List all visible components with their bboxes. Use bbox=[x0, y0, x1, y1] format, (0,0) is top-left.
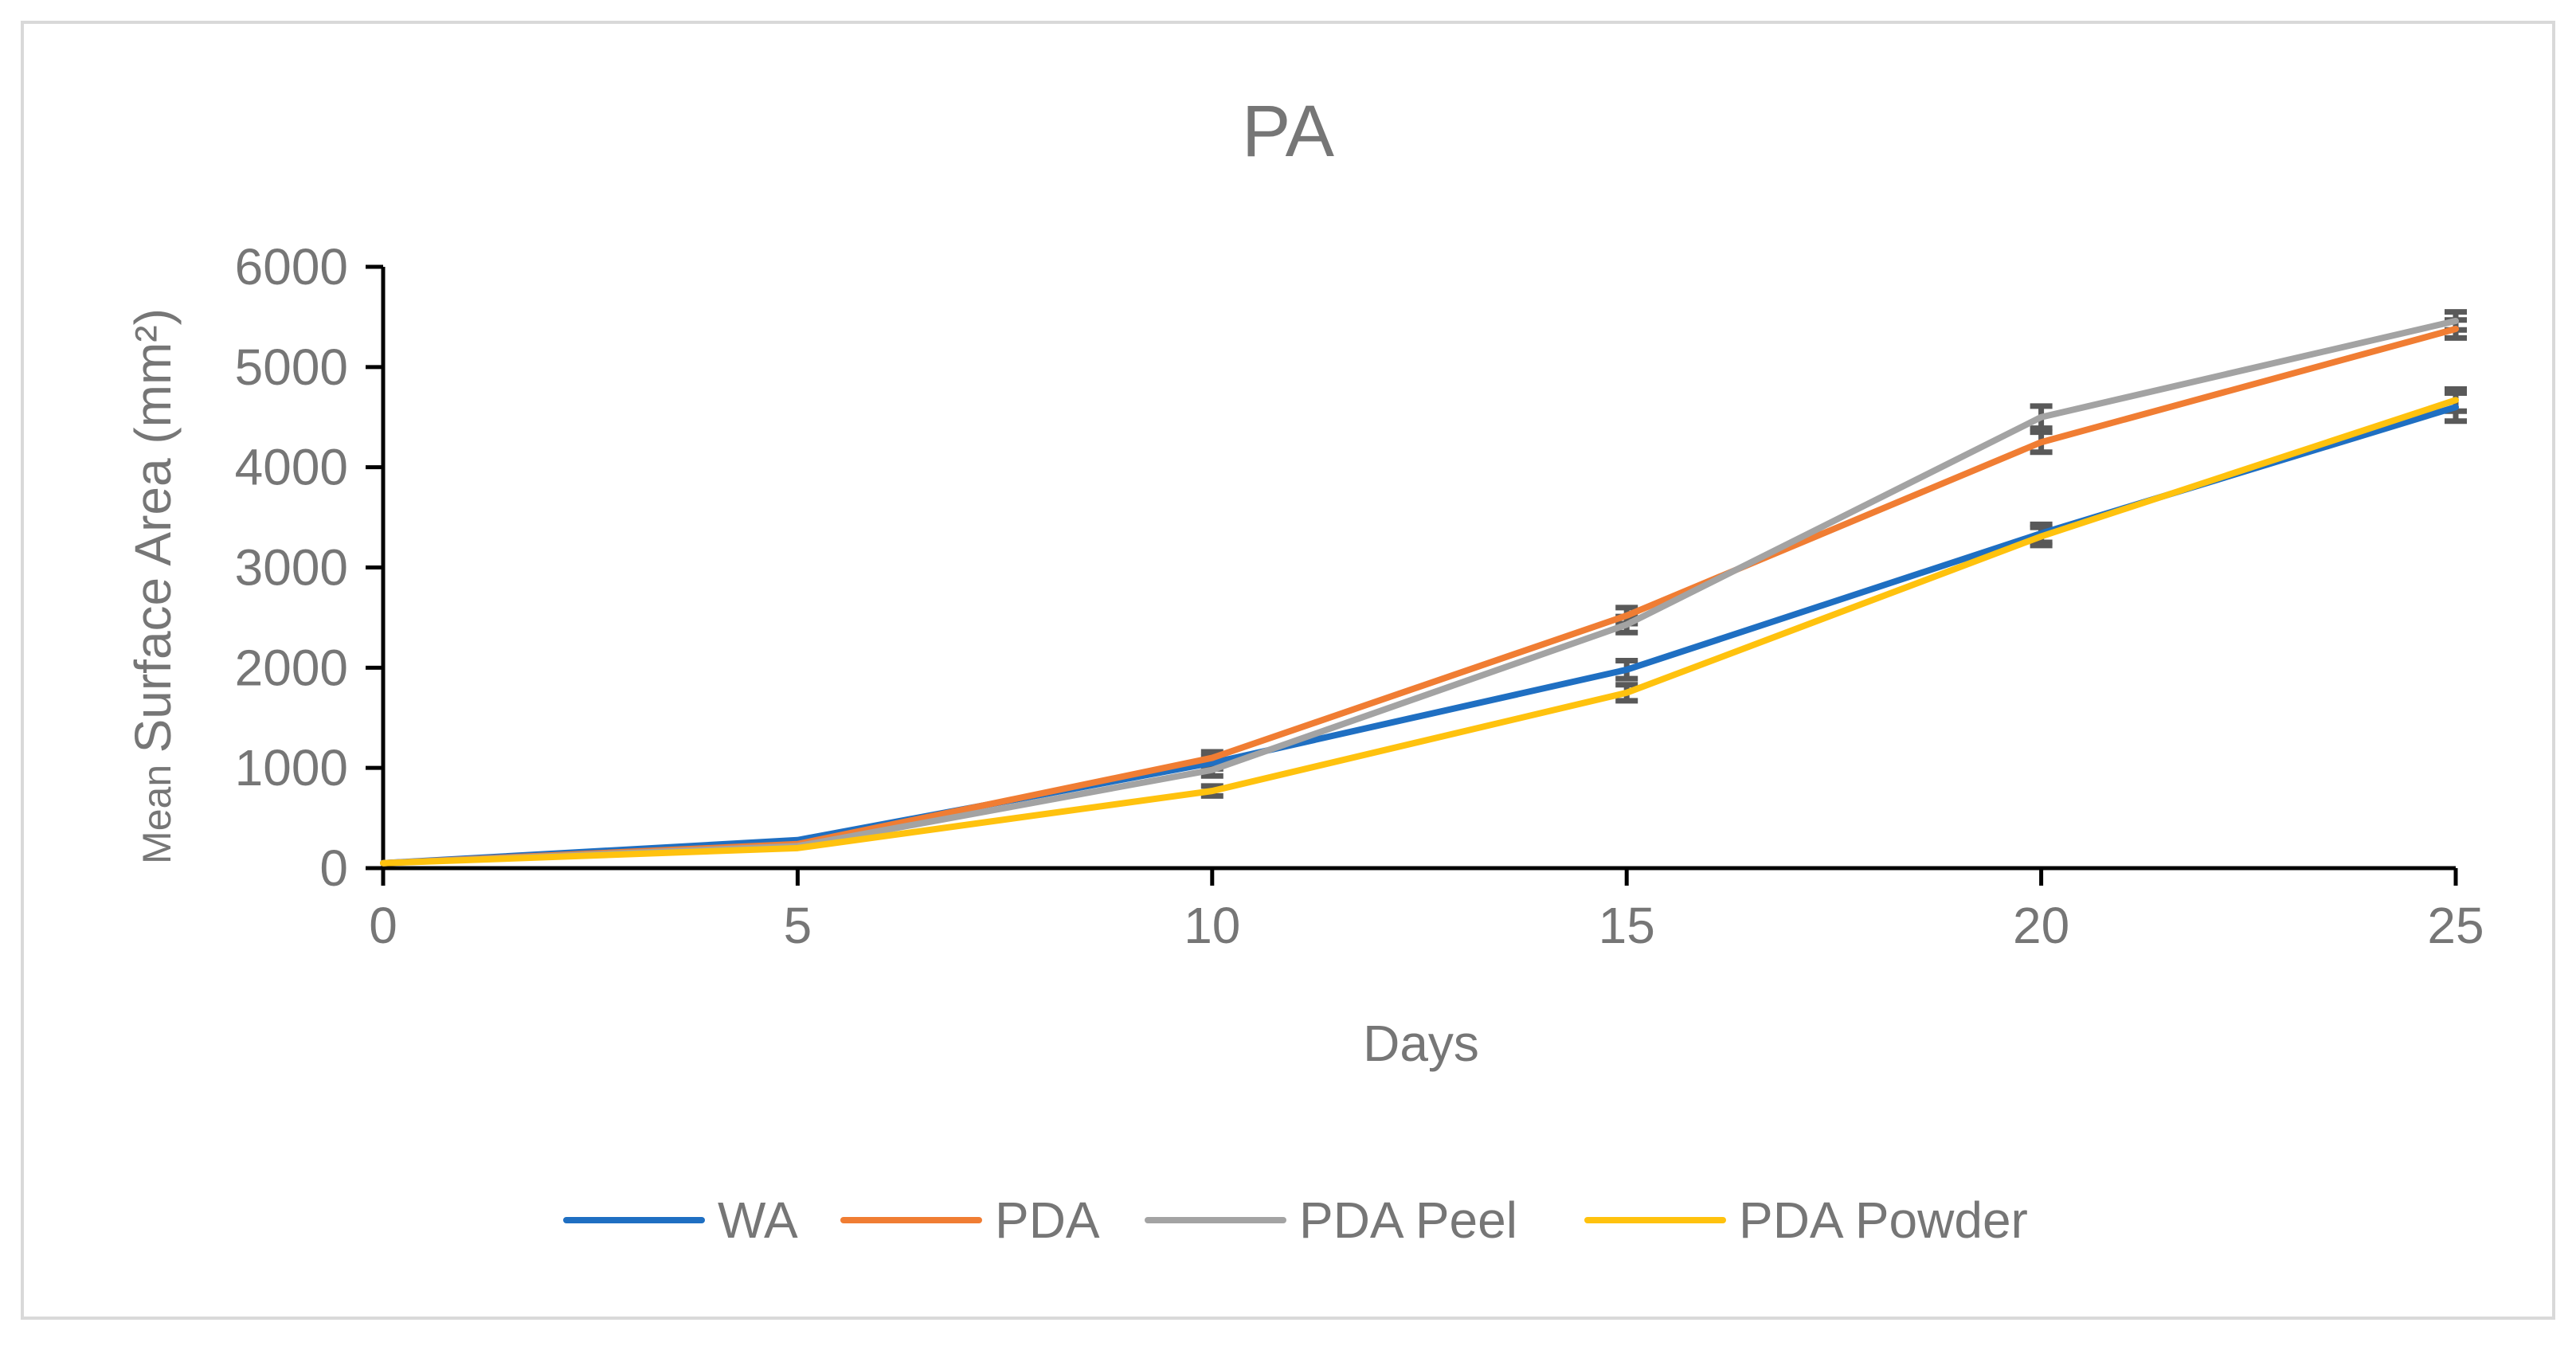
x-tick-label: 20 bbox=[2013, 897, 2069, 954]
series-line-pda-powder bbox=[380, 397, 2459, 867]
legend: WA PDA PDA Peel PDA Powder bbox=[563, 1191, 2028, 1249]
y-tick-label: 0 bbox=[319, 839, 348, 897]
y-tick-label: 5000 bbox=[235, 338, 348, 396]
y-axis-label: Mean Surface Area (mm²) bbox=[124, 308, 182, 864]
legend-label-pda-powder: PDA Powder bbox=[1739, 1191, 2028, 1249]
chart-border bbox=[21, 21, 2555, 1320]
chart-title: PA bbox=[1242, 91, 1335, 172]
y-tick-label: 2000 bbox=[235, 639, 348, 696]
legend-label-pda: PDA bbox=[995, 1191, 1100, 1249]
plot-area: 0 1000 2000 3000 4000 5000 6000 0 5 10 15 20 25 bbox=[235, 238, 2484, 954]
x-axis-label: Days bbox=[1363, 1015, 1479, 1072]
y-axis-label-main: Surface Area (mm²) bbox=[124, 308, 182, 753]
legend-label-pda-peel: PDA Peel bbox=[1299, 1191, 1517, 1249]
x-tick-label: 25 bbox=[2427, 897, 2484, 954]
x-tick-label: 15 bbox=[1599, 897, 1655, 954]
legend-label-wa: WA bbox=[718, 1191, 798, 1249]
x-tick-label: 0 bbox=[369, 897, 397, 954]
x-tick-label: 5 bbox=[784, 897, 812, 954]
x-tick-label: 10 bbox=[1184, 897, 1240, 954]
y-tick-label: 3000 bbox=[235, 539, 348, 597]
y-tick-label: 1000 bbox=[235, 739, 348, 796]
y-axis-label-prefix: Mean bbox=[135, 765, 179, 864]
y-tick-label: 4000 bbox=[235, 439, 348, 496]
y-tick-label: 6000 bbox=[235, 238, 348, 295]
